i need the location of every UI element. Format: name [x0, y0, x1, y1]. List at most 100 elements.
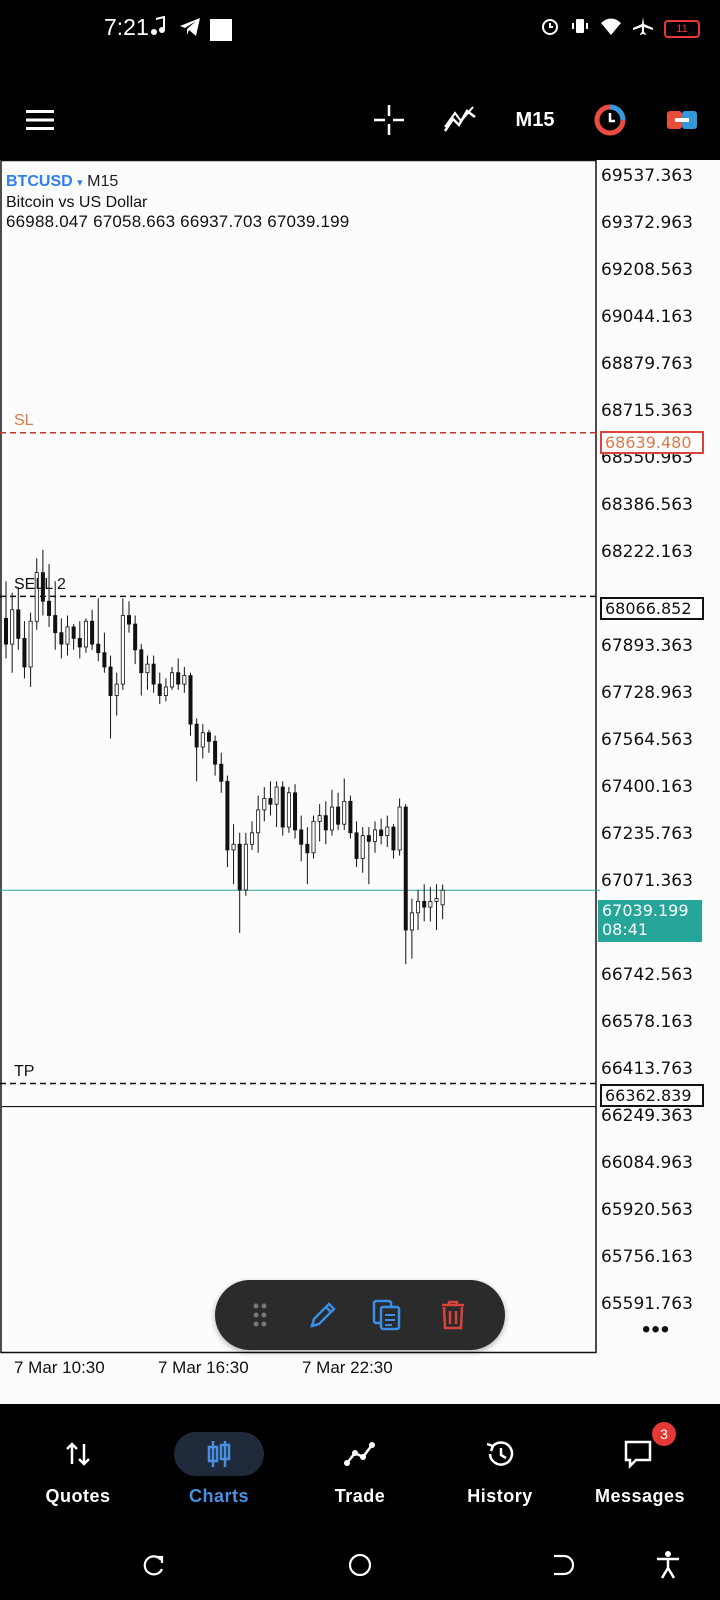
tp-price-box[interactable]: 66362.839: [600, 1084, 704, 1107]
edit-pencil-icon[interactable]: [298, 1280, 348, 1350]
price-axis-label: 66249.363: [601, 1106, 693, 1126]
sell-price-box[interactable]: 68066.852: [600, 597, 704, 620]
home-icon[interactable]: [330, 1530, 390, 1600]
candle-body: [416, 901, 421, 914]
timeframe-label: M15: [515, 108, 555, 131]
trade-panel-icon[interactable]: [657, 80, 707, 160]
nav-messages[interactable]: 3 Messages: [570, 1404, 710, 1530]
menu-icon[interactable]: [10, 80, 70, 160]
nav-trade[interactable]: Trade: [290, 1404, 430, 1530]
chart-timeframe: M15: [87, 173, 119, 190]
candle-body: [280, 786, 285, 828]
vibrate-icon: [570, 16, 590, 41]
trade-icon: [315, 1432, 405, 1476]
symbol-dropdown-icon[interactable]: ▾: [77, 177, 83, 189]
price-axis-label: 68222.163: [601, 542, 693, 562]
candle-body: [440, 889, 445, 906]
candle-body: [336, 806, 341, 825]
candle-body: [194, 723, 199, 748]
status-left-icons: [150, 15, 232, 43]
candle-body: [403, 806, 408, 931]
accessibility-icon[interactable]: [638, 1530, 698, 1600]
candle-body: [139, 649, 144, 674]
time-label-2: 7 Mar 16:30: [158, 1358, 249, 1377]
candle-body: [206, 732, 211, 742]
airplane-icon: [632, 16, 654, 41]
drag-handle-icon[interactable]: [235, 1280, 285, 1350]
candle-body: [262, 798, 267, 811]
nav-quotes[interactable]: Quotes: [8, 1404, 148, 1530]
candle-body: [397, 806, 402, 851]
price-axis-label: 66742.563: [601, 965, 693, 985]
candle-body: [256, 809, 261, 834]
price-axis-label: 67893.363: [601, 636, 693, 656]
price-axis-label: 68715.363: [601, 401, 693, 421]
nav-history-label: History: [467, 1486, 533, 1506]
candle-body: [342, 800, 347, 825]
status-bar: 7:21 11: [0, 0, 720, 60]
battery-icon: 11: [664, 19, 700, 38]
nav-history[interactable]: History: [430, 1404, 570, 1530]
chart-area[interactable]: BTCUSD ▾ M15 Bitcoin vs US Dollar 66988.…: [0, 160, 720, 1404]
candle-body: [4, 617, 9, 645]
candle-body: [274, 786, 279, 805]
price-chart[interactable]: [0, 160, 720, 1404]
candle-body: [40, 572, 45, 602]
candle-body: [200, 732, 205, 748]
candle-body: [114, 683, 119, 696]
delete-icon[interactable]: [428, 1280, 478, 1350]
ohlc-values: 66988.047 67058.663 66937.703 67039.199: [6, 212, 350, 231]
price-axis-label: 69372.963: [601, 213, 693, 233]
candle-body: [379, 829, 384, 837]
candle-body: [348, 800, 353, 834]
candle-body: [311, 820, 316, 854]
candle-body: [34, 572, 39, 622]
price-axis-label: 66413.763: [601, 1059, 693, 1079]
system-navigation: [0, 1530, 720, 1600]
sl-price-box[interactable]: 68639.480: [600, 431, 704, 454]
candle-body: [151, 663, 156, 685]
candle-body: [231, 843, 236, 851]
messages-badge: 3: [652, 1422, 676, 1446]
candle-body: [268, 798, 273, 805]
timeframe-button[interactable]: M15: [505, 80, 565, 160]
candle-body: [163, 686, 168, 696]
current-price-box: 67039.199 08:41: [598, 900, 702, 942]
candle-body: [102, 652, 107, 668]
current-price: 67039.199: [602, 901, 689, 920]
nav-charts[interactable]: Charts: [149, 1404, 289, 1530]
sell-line-label: SELL 2: [14, 576, 66, 593]
price-axis-label: 67564.563: [601, 730, 693, 750]
symbol-name[interactable]: BTCUSD: [6, 173, 73, 190]
candle-body: [323, 815, 328, 831]
price-axis-label: 66578.163: [601, 1012, 693, 1032]
crosshair-icon[interactable]: [364, 80, 414, 160]
copy-icon[interactable]: [362, 1280, 412, 1350]
symbol-description: Bitcoin vs US Dollar: [6, 194, 148, 211]
nav-trade-label: Trade: [334, 1486, 386, 1506]
candle-body: [28, 620, 33, 668]
symbol-header[interactable]: BTCUSD ▾ M15: [6, 173, 118, 191]
more-icon[interactable]: •••: [642, 1316, 671, 1343]
candle-body: [409, 912, 414, 931]
candle-body: [317, 815, 322, 822]
candle-body: [360, 835, 365, 859]
candle-body: [90, 620, 95, 645]
price-axis-label: 66084.963: [601, 1153, 693, 1173]
music-icon: [150, 15, 170, 43]
price-axis-label: 67071.363: [601, 871, 693, 891]
status-right-icons: 11: [540, 16, 700, 41]
candle-body: [133, 623, 138, 651]
indicators-icon[interactable]: [435, 80, 485, 160]
candle-body: [182, 675, 187, 685]
recent-apps-icon[interactable]: [124, 1530, 184, 1600]
candle-body: [366, 835, 371, 842]
back-icon[interactable]: [533, 1530, 593, 1600]
one-click-trading-icon[interactable]: [585, 80, 635, 160]
candle-body: [329, 806, 334, 831]
nav-quotes-label: Quotes: [45, 1486, 111, 1506]
candle-body: [434, 898, 439, 902]
bar-countdown: 08:41: [602, 920, 649, 939]
candle-body: [108, 666, 113, 696]
price-axis-label: 69208.563: [601, 260, 693, 280]
